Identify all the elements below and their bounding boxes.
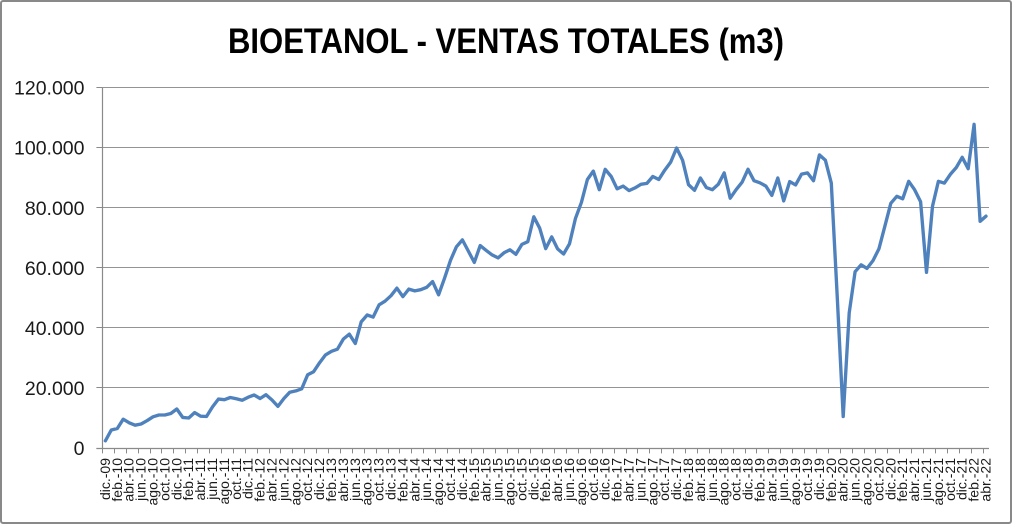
svg-text:oct.-19: oct.-19 <box>799 458 815 501</box>
svg-text:dic.-15: dic.-15 <box>525 458 541 500</box>
svg-text:abr.-14: abr.-14 <box>406 458 422 502</box>
svg-text:ago.-11: ago.-11 <box>216 458 232 505</box>
svg-text:dic.-16: dic.-16 <box>597 458 613 500</box>
svg-text:dic.-13: dic.-13 <box>383 458 399 500</box>
svg-text:jun.-11: jun.-11 <box>204 458 220 501</box>
svg-text:oct.-21: oct.-21 <box>942 458 958 501</box>
svg-text:abr.-18: abr.-18 <box>692 458 708 502</box>
svg-text:ago.-15: ago.-15 <box>502 458 518 506</box>
svg-text:dic.-21: dic.-21 <box>954 458 970 500</box>
svg-text:dic.-11: dic.-11 <box>240 458 256 499</box>
svg-text:feb.-17: feb.-17 <box>609 458 625 502</box>
svg-text:dic.-12: dic.-12 <box>311 458 327 500</box>
svg-text:feb.-10: feb.-10 <box>109 458 125 502</box>
svg-text:oct.-15: oct.-15 <box>513 458 529 501</box>
svg-text:oct.-14: oct.-14 <box>442 458 458 501</box>
svg-text:oct.-13: oct.-13 <box>371 458 387 501</box>
svg-text:jun.-20: jun.-20 <box>847 458 863 502</box>
svg-text:dic.-10: dic.-10 <box>168 458 184 500</box>
svg-text:ago.-18: ago.-18 <box>716 458 732 506</box>
svg-text:abr.-20: abr.-20 <box>835 458 851 502</box>
svg-text:dic.-09: dic.-09 <box>97 458 113 500</box>
svg-text:abr.-19: abr.-19 <box>763 458 779 502</box>
svg-text:80.000: 80.000 <box>25 198 85 220</box>
svg-text:abr.-12: abr.-12 <box>264 458 280 502</box>
svg-text:ago.-19: ago.-19 <box>787 458 803 506</box>
svg-text:jun.-10: jun.-10 <box>133 458 149 502</box>
svg-text:abr.-11: abr.-11 <box>192 458 208 501</box>
svg-text:20.000: 20.000 <box>25 378 85 400</box>
svg-text:jun.-14: jun.-14 <box>418 458 434 502</box>
svg-text:abr.-10: abr.-10 <box>121 458 137 502</box>
svg-text:120.000: 120.000 <box>14 78 85 100</box>
svg-text:oct.-20: oct.-20 <box>870 458 886 501</box>
svg-text:feb.-16: feb.-16 <box>537 458 553 502</box>
svg-text:feb.-15: feb.-15 <box>466 458 482 502</box>
svg-text:dic.-14: dic.-14 <box>454 458 470 500</box>
svg-text:oct.-18: oct.-18 <box>728 458 744 501</box>
svg-text:dic.-18: dic.-18 <box>740 458 756 500</box>
svg-text:feb.-22: feb.-22 <box>966 458 982 502</box>
svg-text:jun.-15: jun.-15 <box>490 458 506 502</box>
svg-text:abr.-17: abr.-17 <box>621 458 637 502</box>
svg-text:dic.-17: dic.-17 <box>668 458 684 500</box>
svg-text:jun.-19: jun.-19 <box>775 458 791 502</box>
svg-text:feb.-21: feb.-21 <box>894 458 910 502</box>
svg-text:abr.-13: abr.-13 <box>335 458 351 502</box>
svg-text:abr.-22: abr.-22 <box>978 458 994 502</box>
svg-text:feb.-11: feb.-11 <box>180 458 196 501</box>
svg-text:feb.-14: feb.-14 <box>394 458 410 502</box>
svg-text:ago.-14: ago.-14 <box>430 458 446 506</box>
svg-text:ago.-21: ago.-21 <box>930 458 946 506</box>
svg-text:abr.-16: abr.-16 <box>549 458 565 502</box>
svg-text:oct.-17: oct.-17 <box>656 458 672 501</box>
svg-text:feb.-18: feb.-18 <box>680 458 696 502</box>
svg-text:dic.-20: dic.-20 <box>882 458 898 500</box>
svg-text:ago.-10: ago.-10 <box>145 458 161 506</box>
svg-text:jun.-17: jun.-17 <box>632 458 648 502</box>
svg-text:oct.-16: oct.-16 <box>585 458 601 501</box>
svg-text:jun.-16: jun.-16 <box>561 458 577 502</box>
svg-text:jun.-21: jun.-21 <box>918 458 934 502</box>
svg-text:dic.-19: dic.-19 <box>811 458 827 500</box>
svg-text:BIOETANOL - VENTAS TOTALES (m3: BIOETANOL - VENTAS TOTALES (m3) <box>228 22 784 61</box>
svg-text:ago.-17: ago.-17 <box>644 458 660 506</box>
svg-text:oct.-12: oct.-12 <box>299 458 315 501</box>
svg-text:ago.-13: ago.-13 <box>359 458 375 506</box>
svg-text:oct.-10: oct.-10 <box>156 458 172 501</box>
svg-text:feb.-13: feb.-13 <box>323 458 339 502</box>
svg-text:abr.-15: abr.-15 <box>478 458 494 502</box>
svg-text:ago.-12: ago.-12 <box>287 458 303 506</box>
svg-text:0: 0 <box>74 438 85 460</box>
svg-text:ago.-16: ago.-16 <box>573 458 589 506</box>
svg-text:100.000: 100.000 <box>14 138 85 160</box>
svg-text:feb.-20: feb.-20 <box>823 458 839 502</box>
svg-text:abr.-21: abr.-21 <box>906 458 922 502</box>
svg-text:oct.-11: oct.-11 <box>228 458 244 500</box>
svg-text:jun.-12: jun.-12 <box>275 458 291 502</box>
svg-text:jun.-13: jun.-13 <box>347 458 363 502</box>
svg-text:40.000: 40.000 <box>25 318 85 340</box>
svg-text:jun.-18: jun.-18 <box>704 458 720 502</box>
svg-text:ago.-20: ago.-20 <box>859 458 875 506</box>
svg-text:feb.-19: feb.-19 <box>751 458 767 502</box>
svg-text:feb.-12: feb.-12 <box>252 458 268 502</box>
svg-text:60.000: 60.000 <box>25 258 85 280</box>
